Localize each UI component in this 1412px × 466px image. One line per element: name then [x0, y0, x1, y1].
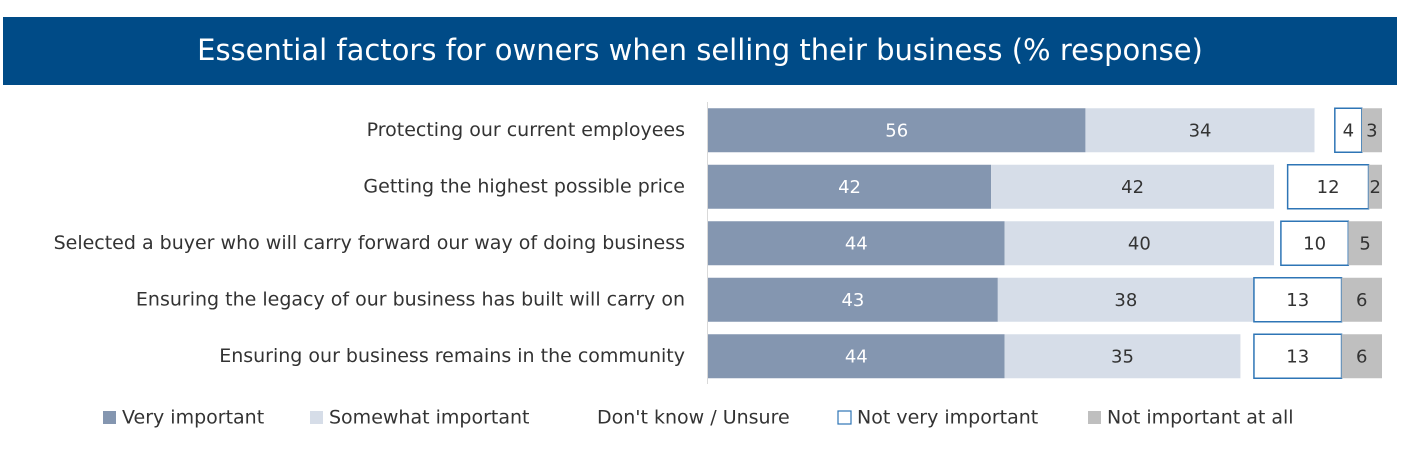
bar-segment — [1286, 164, 1370, 210]
category-label: Ensuring our business remains in the com… — [219, 345, 685, 367]
category-label: Ensuring the legacy of our business has … — [136, 288, 685, 310]
bar-segment — [1348, 221, 1382, 266]
data-label: 4 — [1343, 120, 1354, 141]
bar-segment — [1004, 334, 1241, 379]
title-banner — [3, 17, 1397, 85]
data-label: 42 — [838, 177, 861, 198]
data-label: 42 — [1121, 177, 1144, 198]
category-label: Protecting our current employees — [367, 119, 685, 141]
bar-segment — [1280, 220, 1350, 266]
bar-segment — [708, 221, 1005, 266]
data-label: 34 — [1189, 120, 1212, 141]
bar-segment — [1314, 108, 1335, 153]
data-label: 6 — [1356, 290, 1367, 311]
data-label: 43 — [841, 290, 864, 311]
bar-segment — [708, 334, 1005, 379]
bar-segment — [1253, 277, 1343, 323]
data-label: 6 — [1356, 346, 1367, 367]
bar-segment — [1004, 221, 1275, 266]
bar-segment — [708, 164, 992, 209]
chart-title: Essential factors for owners when sellin… — [197, 33, 1203, 67]
legend-marker — [837, 410, 852, 425]
data-label: 40 — [1128, 233, 1151, 254]
data-label: 44 — [845, 233, 868, 254]
legend-marker — [103, 411, 116, 424]
bar-segment — [708, 108, 1086, 153]
bar-segment — [991, 164, 1275, 209]
data-label: 44 — [845, 346, 868, 367]
category-label: Selected a buyer who will carry forward … — [54, 232, 685, 254]
data-label: 2 — [1370, 177, 1381, 198]
legend-label: Don't know / Unsure — [597, 407, 790, 429]
data-label: 5 — [1359, 233, 1370, 254]
legend-label: Not important at all — [1107, 407, 1294, 429]
bar-segment — [1361, 108, 1382, 153]
data-label: 12 — [1317, 177, 1340, 198]
bar-segment — [1368, 164, 1382, 209]
bar-segment — [1341, 334, 1382, 379]
bar-segment — [1274, 221, 1281, 266]
data-label: 38 — [1114, 290, 1137, 311]
legend-marker — [310, 411, 323, 424]
category-label: Getting the highest possible price — [363, 175, 685, 197]
legend-label: Very important — [122, 407, 264, 429]
legend-label: Somewhat important — [329, 407, 529, 429]
legend-label: Not very important — [857, 407, 1038, 429]
data-label: 10 — [1303, 233, 1326, 254]
bar-segment — [997, 277, 1254, 322]
bar-segment — [1253, 333, 1343, 379]
bar-segment — [1240, 334, 1254, 379]
bar-segment — [1341, 277, 1382, 322]
data-label: 13 — [1286, 290, 1309, 311]
legend-marker — [578, 411, 591, 424]
data-label: 56 — [885, 120, 908, 141]
legend-marker — [1088, 411, 1101, 424]
bar-segment — [1274, 164, 1288, 209]
bar-segment — [1334, 107, 1363, 153]
data-label: 35 — [1111, 346, 1134, 367]
bar-segment — [708, 277, 998, 322]
data-label: 13 — [1286, 346, 1309, 367]
data-label: 3 — [1366, 120, 1377, 141]
bar-segment — [1085, 108, 1315, 153]
